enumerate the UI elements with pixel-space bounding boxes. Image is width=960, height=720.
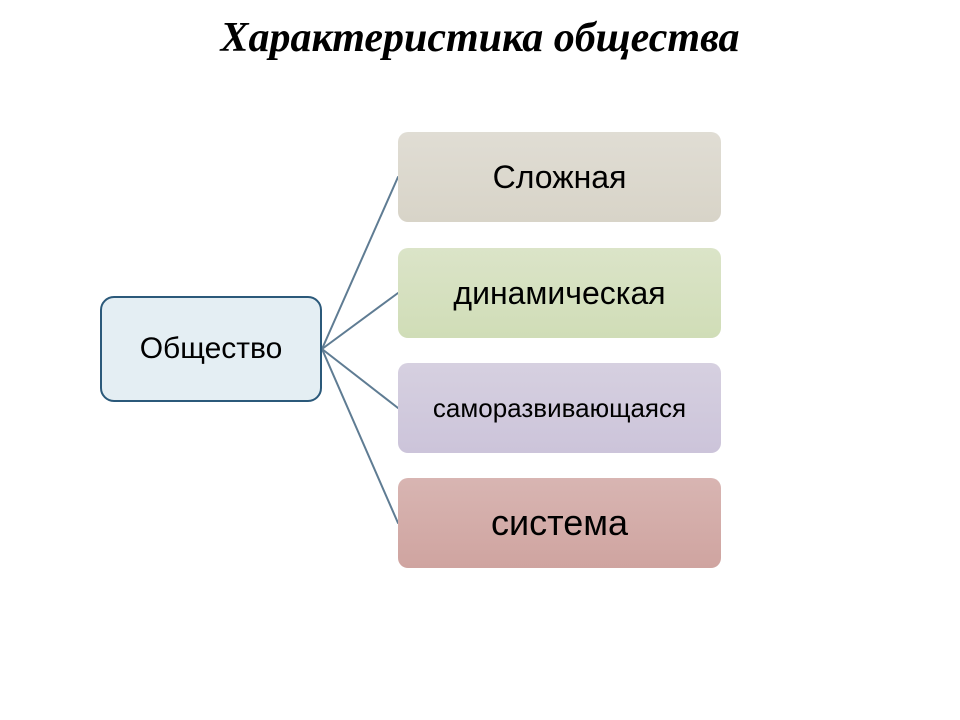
child-node-1-label: динамическая: [453, 275, 665, 312]
child-node-1: динамическая: [398, 248, 721, 338]
child-node-3-label: система: [491, 502, 628, 544]
child-node-2: саморазвивающаяся: [398, 363, 721, 453]
child-node-0: Сложная: [398, 132, 721, 222]
child-node-3: система: [398, 478, 721, 568]
child-node-2-label: саморазвивающаяся: [433, 393, 686, 424]
page-title: Характеристика общества: [0, 14, 960, 62]
root-node-label: Общество: [140, 332, 283, 366]
root-node: Общество: [100, 296, 322, 402]
child-node-0-label: Сложная: [493, 159, 627, 196]
canvas: Характеристика общества Общество Сложная…: [0, 0, 960, 720]
